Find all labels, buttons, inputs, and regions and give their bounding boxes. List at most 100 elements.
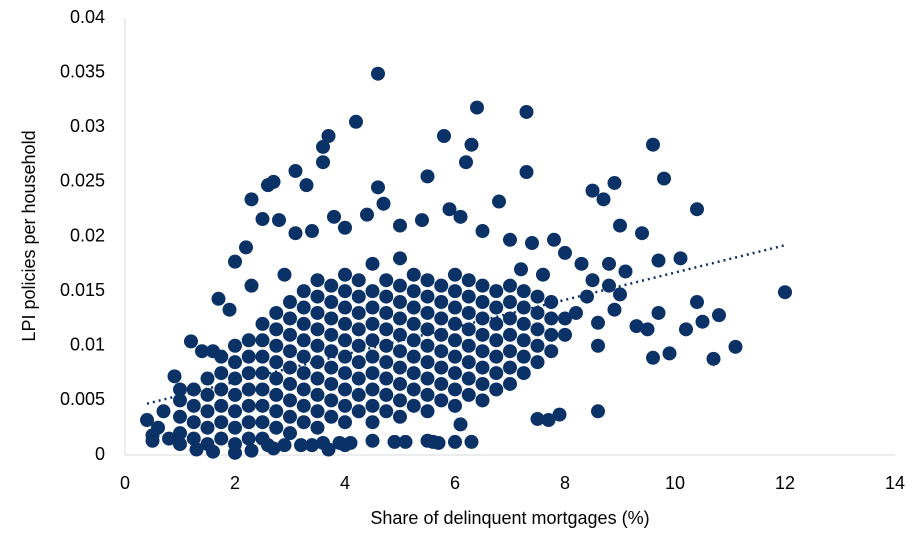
scatter-point (228, 387, 242, 402)
scatter-point (434, 278, 449, 293)
scatter-point (503, 232, 517, 247)
scatter-point (200, 371, 215, 386)
scatter-point (321, 442, 336, 457)
x-tick-label: 12 (775, 473, 795, 493)
scatter-point (516, 333, 531, 348)
scatter-point (324, 409, 339, 424)
scatter-point (269, 305, 284, 320)
scatter-point (596, 192, 611, 207)
scatter-point (305, 438, 319, 453)
scatter-point (324, 295, 339, 310)
scatter-point (379, 387, 394, 402)
scatter-point (387, 434, 402, 449)
y-tick-label: 0.04 (70, 7, 105, 27)
scatter-point (351, 322, 366, 337)
scatter-point (591, 404, 605, 419)
scatter-point (544, 311, 559, 326)
y-axis-label: LPI policies per household (19, 130, 39, 341)
scatter-point (200, 437, 215, 452)
scatter-point (151, 420, 165, 435)
scatter-point (406, 398, 421, 413)
scatter-point (296, 333, 311, 348)
scatter-point (269, 404, 284, 419)
scatter-point (393, 409, 407, 424)
scatter-point (228, 338, 242, 353)
scatter-point (434, 376, 449, 391)
scatter-point (173, 437, 187, 452)
scatter-point (516, 284, 531, 299)
scatter-point (296, 415, 311, 430)
scatter-point (706, 351, 721, 366)
scatter-point (310, 305, 325, 320)
scatter-point (475, 311, 490, 326)
scatter-point (602, 256, 616, 271)
scatter-point (241, 333, 256, 348)
scatter-point (489, 316, 504, 331)
scatter-point (173, 382, 187, 397)
scatter-point (406, 316, 421, 331)
scatter-point (448, 398, 462, 413)
scatter-point (489, 382, 504, 397)
scatter-point (299, 178, 314, 193)
scatter-point (434, 360, 449, 375)
scatter-point (338, 349, 352, 364)
scatter-point (338, 267, 352, 282)
scatter-point (393, 311, 407, 326)
scatter-point (244, 278, 259, 293)
scatter-point (244, 443, 259, 458)
scatter-point (406, 382, 421, 397)
scatter-point (214, 431, 229, 446)
scatter-point (393, 393, 407, 408)
scatter-point (503, 376, 517, 391)
scatter-point (379, 289, 394, 304)
scatter-point (324, 278, 339, 293)
scatter-point (475, 344, 490, 359)
scatter-point (239, 240, 253, 255)
scatter-point (324, 327, 339, 342)
scatter-point (516, 366, 531, 381)
x-tick-label: 8 (560, 473, 570, 493)
scatter-point (310, 420, 325, 435)
scatter-point (459, 155, 473, 170)
scatter-point (393, 327, 407, 342)
scatter-point (516, 316, 531, 331)
scatter-point (464, 434, 479, 449)
scatter-point (470, 100, 484, 115)
scatter-point (651, 253, 666, 268)
scatter-point (393, 344, 407, 359)
scatter-point (228, 371, 242, 386)
scatter-point (184, 334, 198, 349)
scatter-point (379, 322, 394, 337)
scatter-point (269, 387, 284, 402)
scatter-point (351, 355, 366, 370)
scatter-point (327, 209, 341, 224)
scatter-point (296, 366, 311, 381)
scatter-point (351, 387, 366, 402)
scatter-point (503, 344, 517, 359)
scatter-point (338, 398, 352, 413)
scatter-point (173, 426, 187, 441)
scatter-point (200, 387, 215, 402)
scatter-point (173, 393, 187, 408)
scatter-point (371, 66, 385, 81)
scatter-point (420, 338, 435, 353)
scatter-point (448, 349, 462, 364)
scatter-point (673, 251, 688, 266)
scatter-point (519, 165, 534, 180)
scatter-point (503, 327, 517, 342)
scatter-point (244, 192, 259, 207)
scatter-point (398, 434, 413, 449)
scatter-point (255, 333, 270, 348)
scatter-point (241, 415, 256, 430)
scatter-point (607, 302, 622, 317)
scatter-point (536, 267, 550, 282)
scatter-point (269, 420, 284, 435)
scatter-point (379, 338, 394, 353)
scatter-point (338, 366, 352, 381)
scatter-point (186, 382, 201, 397)
scatter-point (277, 267, 292, 282)
scatter-point (316, 155, 330, 170)
scatter-point (475, 393, 490, 408)
scatter-point (420, 355, 435, 370)
scatter-point (434, 393, 449, 408)
